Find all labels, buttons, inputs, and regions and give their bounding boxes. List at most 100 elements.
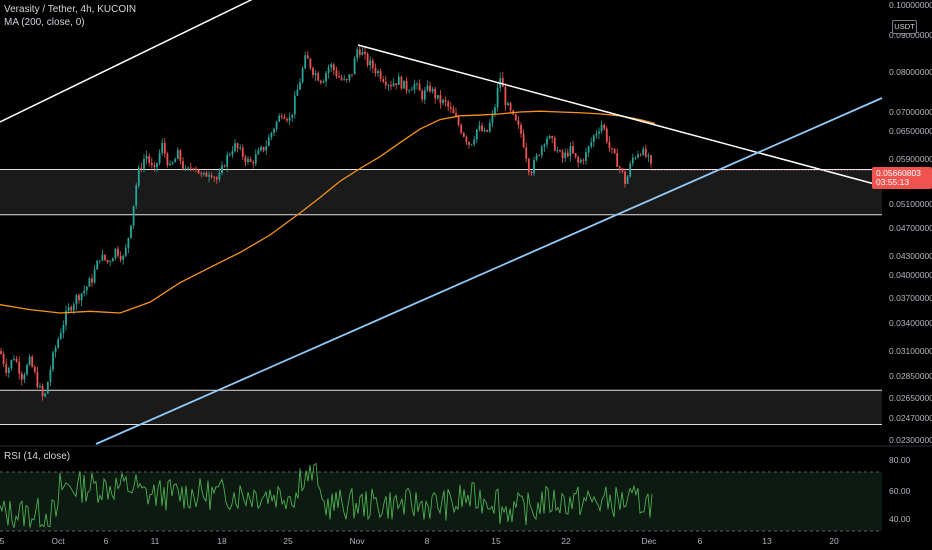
candle-body	[423, 90, 426, 100]
candle	[387, 83, 390, 92]
price-tick-label: 0.07000000	[889, 107, 932, 117]
candle-body	[312, 68, 314, 75]
candle	[540, 144, 543, 159]
candle	[301, 66, 304, 84]
candle	[226, 151, 229, 173]
candle	[221, 161, 223, 176]
candle	[140, 162, 143, 173]
candle-body	[314, 73, 317, 75]
candle-body	[247, 159, 249, 162]
candle-body	[595, 133, 598, 136]
candle	[470, 144, 473, 146]
candle-body	[309, 58, 312, 69]
candle	[616, 148, 619, 168]
candle	[590, 137, 593, 149]
candle	[538, 154, 541, 157]
candle	[608, 136, 611, 153]
candle-body	[153, 165, 156, 168]
candle-body	[439, 95, 442, 104]
currency-badge[interactable]: USDT	[892, 20, 917, 34]
candle-body	[546, 138, 548, 145]
candle-body	[18, 361, 21, 374]
candle	[611, 147, 613, 154]
ma-legend[interactable]: MA (200, close, 0)	[4, 17, 85, 28]
candle-body	[379, 71, 382, 80]
candle-body	[322, 81, 325, 83]
candle	[189, 162, 192, 172]
rsi-line	[0, 462, 653, 528]
price-axis[interactable]: 0.10000000 0.09000000 0.08000000 0.07000000…	[889, 0, 932, 524]
time-axis[interactable]: 5 Oct 6 11 18 25 Nov 8 15 22 Dec 6 13 20	[0, 536, 839, 546]
candle-body	[83, 290, 86, 294]
price-tick-label: 0.02850000	[889, 371, 932, 381]
candle-body	[262, 146, 265, 151]
candle	[543, 143, 546, 152]
candle	[228, 152, 231, 157]
candle-body	[626, 176, 629, 184]
candle-body	[611, 147, 613, 149]
candle	[299, 78, 301, 91]
candle	[426, 80, 429, 92]
candle-body	[361, 52, 364, 55]
candle-body	[213, 177, 216, 178]
candle	[176, 147, 179, 160]
candle-body	[340, 77, 343, 80]
candle-body	[135, 185, 138, 206]
time-tick-label: 22	[561, 536, 571, 546]
candle-body	[109, 261, 112, 263]
candle	[169, 160, 171, 166]
candle-body	[228, 154, 231, 156]
candle-body	[403, 80, 405, 89]
bar-countdown: 03:55:13	[876, 177, 909, 187]
candle-body	[364, 52, 366, 55]
candle-body	[319, 80, 322, 83]
candle-body	[306, 55, 309, 59]
candle	[62, 320, 65, 339]
candle-body	[327, 67, 330, 73]
rsi-tick-label: 40.00	[889, 514, 911, 524]
candle-body	[603, 124, 606, 129]
candle	[642, 146, 645, 157]
candle-body	[106, 260, 109, 263]
candle-body	[132, 205, 135, 226]
time-tick-label: 18	[217, 536, 227, 546]
candle	[137, 164, 140, 189]
candle-body	[442, 99, 444, 104]
symbol-title[interactable]: Verasity / Tether, 4h, KUCOIN	[4, 4, 137, 15]
candle	[33, 364, 36, 375]
candle	[564, 148, 567, 163]
candle	[335, 66, 338, 80]
candle-body	[33, 366, 36, 372]
candle-body	[436, 95, 439, 99]
candle-body	[5, 363, 8, 374]
candle	[431, 86, 434, 94]
candle	[2, 351, 5, 367]
candle	[148, 153, 151, 167]
time-tick-label: 5	[0, 536, 5, 546]
candle	[603, 123, 606, 131]
candle	[444, 96, 447, 107]
candle-body	[457, 117, 460, 125]
candle	[286, 117, 288, 123]
price-tick-label: 0.10000000	[889, 0, 932, 10]
candle	[7, 366, 10, 378]
candle-body	[171, 162, 174, 164]
candle	[361, 47, 364, 56]
candle-body	[166, 153, 169, 166]
candle-body	[416, 83, 418, 85]
candle-body	[507, 103, 509, 106]
last-price-value: 0.05660803	[876, 168, 921, 178]
zone-fill-0	[0, 169, 882, 215]
candle-body	[613, 148, 616, 154]
candle-body	[496, 87, 499, 108]
candle-body	[366, 54, 369, 66]
candle	[106, 259, 109, 265]
candle	[413, 79, 416, 94]
rsi-legend[interactable]: RSI (14, close)	[4, 451, 71, 462]
candle	[447, 100, 450, 112]
candle-body	[395, 83, 398, 85]
candle-body	[145, 156, 148, 160]
candle	[327, 64, 330, 79]
candle	[275, 120, 278, 132]
